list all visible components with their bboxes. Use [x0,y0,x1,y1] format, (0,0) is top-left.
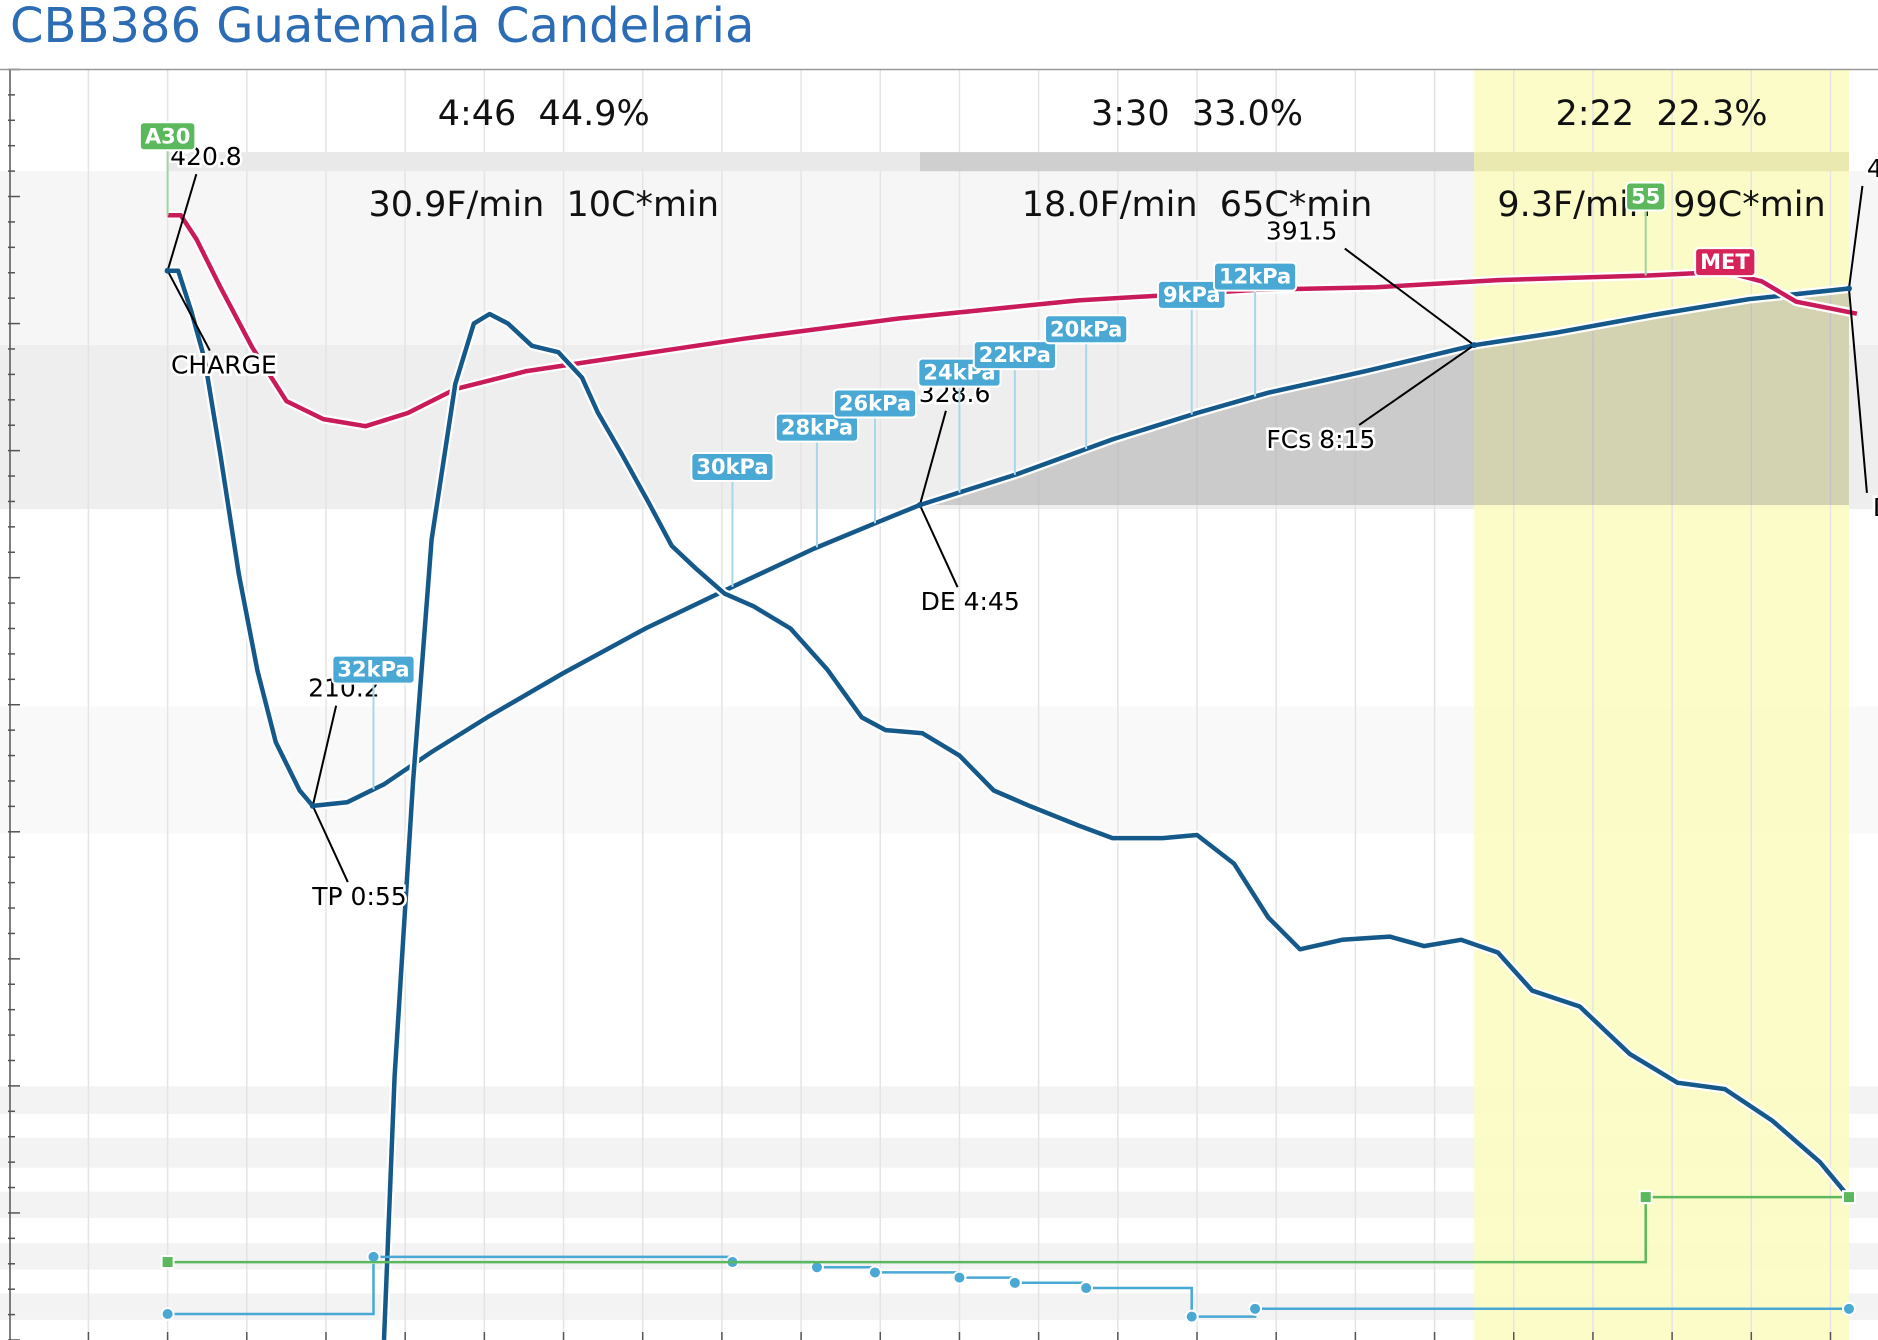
event-flag: MET [1694,247,1757,278]
flag-box [1625,181,1667,212]
annotation-leader [166,173,198,272]
phase-duration: 2:22 22.3% [1556,94,1768,134]
flag-label: 12kPa [1219,265,1291,289]
phase-bar [919,152,1475,172]
flag-box [1694,247,1757,278]
flag-box [832,388,918,419]
annotation-leader [918,410,947,506]
flag-box [1156,279,1227,310]
event-dot [1007,1275,1022,1290]
event-flag: 55 [1625,181,1667,212]
flag-box [1044,314,1129,345]
flag-label: 26kPa [839,392,911,416]
flag-label: 55 [1631,184,1660,208]
flag-box [1212,261,1298,292]
event-flag: 20kPa [1044,314,1129,345]
curve [167,213,1858,429]
event-point [1471,342,1478,349]
flag-box [972,340,1057,371]
event-flag: 9kPa [1156,279,1227,310]
event-point [164,267,171,274]
event-dot [1079,1281,1094,1296]
phase-rate: 18.0F/min 65C*min [1022,185,1373,225]
annotation-leader [166,270,211,352]
event-step-line [167,1195,1849,1264]
event-flag: 26kPa [832,388,918,419]
event-flag: 22kPa [972,340,1057,371]
event-dot [1841,1190,1856,1205]
curve [167,268,1850,809]
flag-label: 22kPa [979,343,1051,367]
annotation-label: TP 0:55 [311,882,406,911]
event-flag: A30 [138,121,197,152]
event-point [916,502,923,509]
event-dot [160,1255,175,1270]
event-flag: 32kPa [331,654,416,685]
phase-duration: 3:30 33.0% [1091,94,1303,134]
annotation-leader [1358,344,1475,426]
development-region [1474,69,1849,1340]
flag-label: 32kPa [337,658,409,682]
event-dot [952,1270,967,1285]
phase-duration: 4:46 44.9% [438,94,650,134]
phase-bar [167,152,920,172]
flag-box [138,121,197,152]
annotation-leader [1344,247,1475,346]
chart-title: CBB386 Guatemala Candelaria [10,0,754,54]
curve [381,311,1851,1340]
event-dot [160,1307,175,1322]
flag-label: 9kPa [1163,283,1221,307]
flag-label: MET [1700,250,1750,274]
annotation-value: 391.5 [1266,217,1338,246]
annotation-label: CHARGE [171,351,277,380]
event-dot [1638,1190,1653,1205]
annotation-leader [311,805,349,883]
annotation-label: FCs 8:15 [1266,425,1375,454]
event-flag: 30kPa [690,452,775,483]
flag-box [331,654,416,685]
annotation-leader [1847,288,1868,493]
flag-label: A30 [145,124,190,148]
flag-box [774,412,860,443]
event-point [309,802,316,809]
phase-rate: 30.9F/min 10C*min [368,185,719,225]
flag-label: 28kPa [781,416,853,440]
phase-bar [1474,152,1849,172]
flag-label: 30kPa [696,455,768,479]
event-dot [867,1265,882,1280]
annotation-leader [918,504,959,588]
event-dot [1841,1301,1856,1316]
event-dot [1184,1309,1199,1324]
annotation-label: DR [1873,493,1878,522]
annotation-leader [1847,185,1864,289]
annotation-value: 41 [1867,154,1878,183]
event-dot [1248,1301,1263,1316]
annotation-leader [311,705,338,807]
area-under-curve [919,288,1849,506]
annotation-label: DE 4:45 [921,587,1020,616]
flag-box [690,452,775,483]
event-flag: 12kPa [1212,261,1298,292]
flag-label: 20kPa [1050,317,1122,341]
event-point [1845,285,1852,292]
event-flag: 28kPa [774,412,860,443]
